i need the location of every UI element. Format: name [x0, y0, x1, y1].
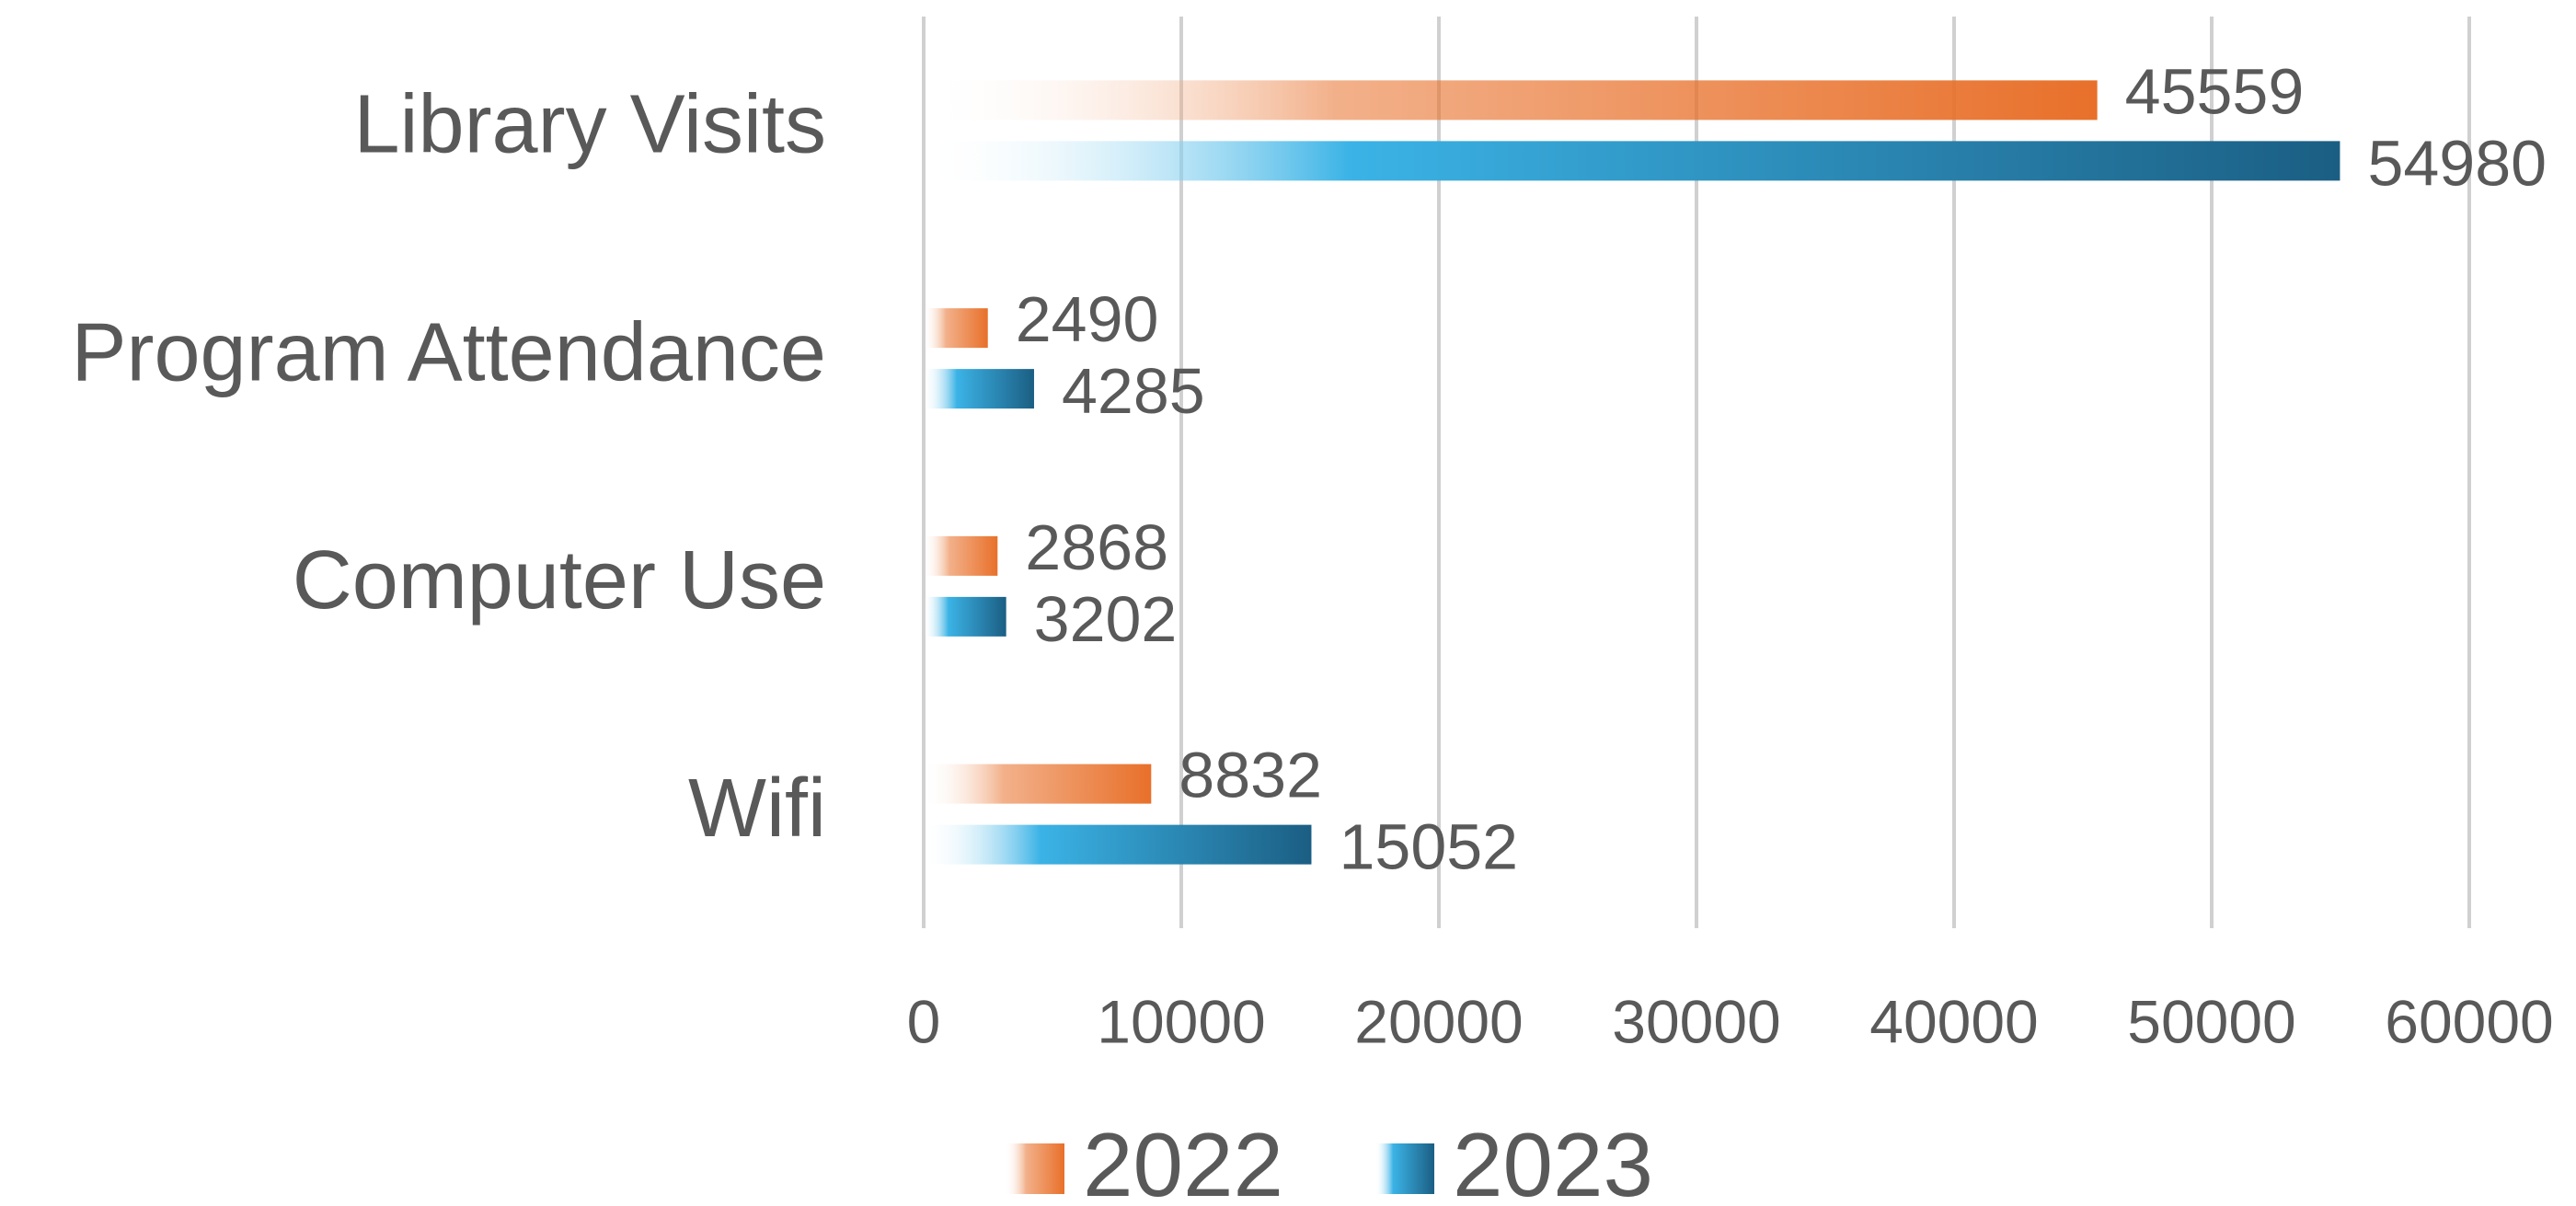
- category-label: Computer Use: [293, 534, 826, 626]
- value-label: 15052: [1339, 811, 1518, 883]
- category-label: Wifi: [688, 763, 826, 855]
- bar: [924, 824, 1312, 865]
- bar: [924, 596, 1006, 637]
- value-label: 2868: [1025, 511, 1168, 583]
- bar: [924, 80, 2098, 121]
- value-label: 8832: [1179, 740, 1322, 811]
- x-tick-label: 0: [907, 987, 941, 1055]
- x-tick-label: 40000: [1869, 987, 2039, 1055]
- x-tick-label: 30000: [1612, 987, 1781, 1055]
- bar: [924, 141, 2340, 181]
- x-tick-label: 60000: [2385, 987, 2554, 1055]
- bar: [924, 369, 1034, 409]
- bar: [924, 764, 1152, 804]
- legend-swatch: [1375, 1143, 1435, 1194]
- category-label: Library Visits: [353, 79, 826, 171]
- category-label: Program Attendance: [71, 306, 826, 398]
- legend-swatch: [1006, 1143, 1064, 1194]
- value-label: 4285: [1062, 355, 1205, 427]
- legend-label: 2022: [1083, 1114, 1283, 1206]
- value-label: 54980: [2367, 127, 2547, 199]
- bar: [924, 535, 998, 576]
- value-label: 3202: [1034, 583, 1178, 655]
- value-label: 2490: [1016, 283, 1159, 355]
- x-tick-label: 20000: [1354, 987, 1524, 1055]
- value-label: 45559: [2125, 55, 2305, 127]
- x-tick-label: 10000: [1097, 987, 1266, 1055]
- bar: [924, 308, 988, 349]
- legend-label: 2023: [1453, 1114, 1653, 1206]
- x-tick-label: 50000: [2127, 987, 2296, 1055]
